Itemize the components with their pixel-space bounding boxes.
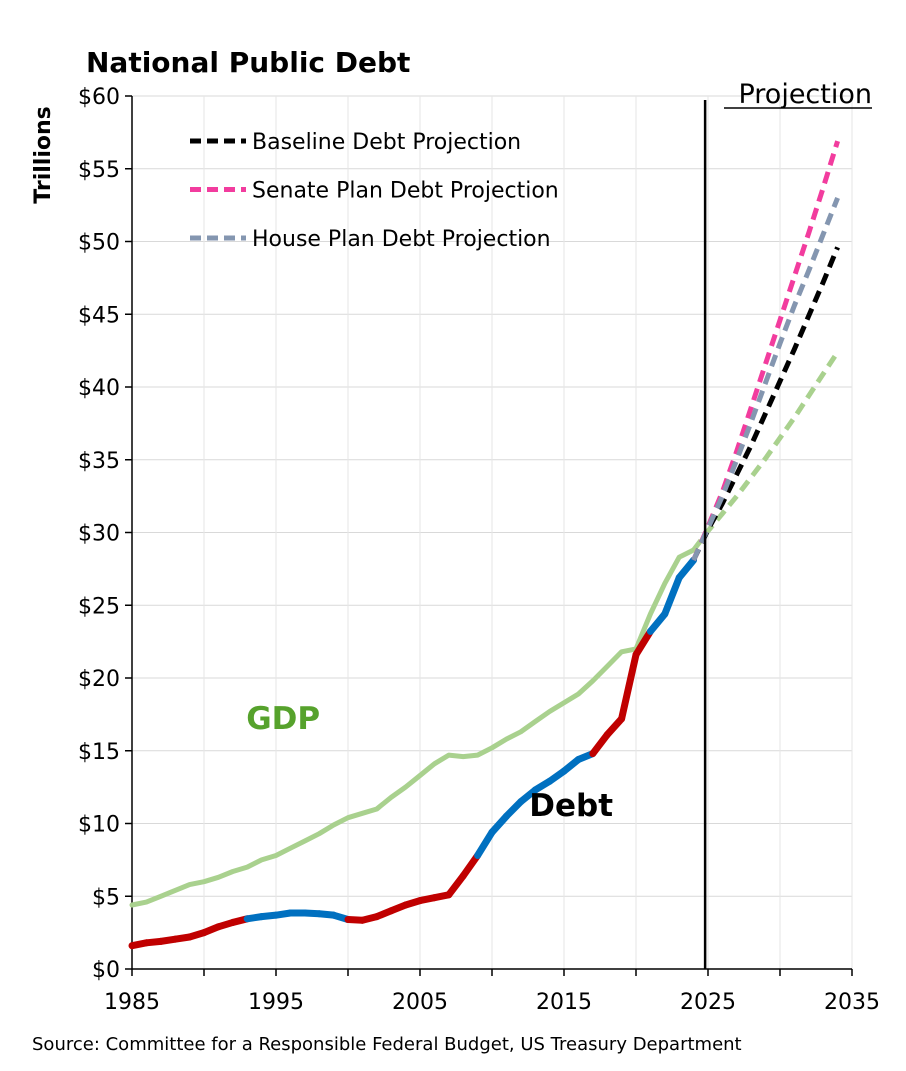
y-tick-label: $15: [78, 740, 120, 765]
legend: Baseline Debt Projection Senate Plan Debt…: [190, 130, 559, 252]
y-tick-label: $20: [78, 667, 120, 692]
x-tick-label: 1995: [248, 990, 304, 1015]
debt-line-segment: [646, 610, 669, 635]
y-tick-label: $25: [78, 594, 120, 619]
source-note: Source: Committee for a Responsible Fede…: [32, 1034, 742, 1055]
x-tick-label: 1985: [104, 990, 160, 1015]
y-tick-label: $40: [78, 376, 120, 401]
series-label-debt: Debt: [529, 788, 613, 824]
x-tick-label: 2025: [680, 990, 736, 1015]
debt-line-segment: [675, 556, 698, 582]
debt-line-segment: [603, 715, 626, 739]
debt-line-segment: [589, 731, 611, 758]
debt-line-segment: [445, 872, 467, 899]
axes: $0 $5 $10 $15 $20 $25 $30 $35 $40 $45 $50 $55 $60 198…: [78, 85, 880, 1015]
y-tick-label: $45: [78, 303, 120, 328]
y-tick-label: $10: [78, 813, 120, 838]
y-tick-label: $50: [78, 231, 120, 256]
debt-line-segment: [618, 651, 640, 723]
debt-line-segment: [474, 828, 496, 860]
series-labels: GDP Debt: [246, 701, 613, 824]
gdp-projection-line: [691, 350, 840, 552]
y-axis-label: Trillions: [31, 106, 56, 203]
x-tick-label: 2035: [824, 990, 880, 1015]
y-tick-label: $0: [92, 958, 120, 983]
baseline-debt-projection-line: [691, 246, 840, 562]
senate-plan-debt-projection-line: [691, 140, 840, 562]
x-tick-label: 2015: [536, 990, 592, 1015]
legend-label: Baseline Debt Projection: [252, 130, 521, 155]
gdp-line: [129, 547, 697, 908]
y-tick-label: $55: [78, 158, 120, 183]
debt-line-segment: [488, 812, 510, 836]
debt-line-segment: [632, 627, 654, 659]
chart-title: National Public Debt: [86, 46, 410, 79]
x-tick-label: 2005: [392, 990, 448, 1015]
series-lines: [128, 140, 840, 950]
house-plan-debt-projection-line: [691, 196, 840, 562]
debt-line-segment: [459, 852, 482, 880]
legend-label: House Plan Debt Projection: [252, 227, 551, 252]
y-tick-label: $30: [78, 522, 120, 547]
projection-label: Projection: [738, 79, 872, 110]
y-tick-label: $60: [78, 85, 120, 110]
legend-label: Senate Plan Debt Projection: [252, 179, 559, 204]
debt-line-segment: [661, 574, 683, 618]
series-label-gdp: GDP: [246, 701, 320, 737]
y-tick-label: $35: [78, 449, 120, 474]
y-tick-label: $5: [92, 885, 120, 910]
gridlines: [132, 95, 853, 969]
